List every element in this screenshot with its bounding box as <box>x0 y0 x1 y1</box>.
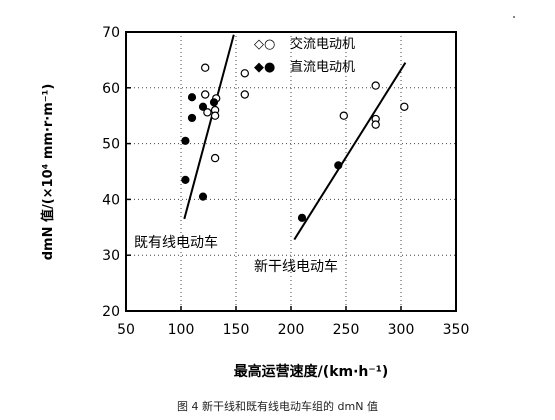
open-circle-point <box>200 90 210 99</box>
trend-label-conventional: 既有线电动车 <box>134 234 218 251</box>
open-circle-point <box>371 81 380 90</box>
filled-circle-point <box>334 161 343 170</box>
x-tick-label: 50 <box>117 322 135 338</box>
y-axis-label: dmN 值/(×10⁴ mm·r·m⁻¹) <box>40 84 56 261</box>
legend-symbols-dc: ◆● <box>254 60 275 75</box>
data-points <box>181 63 409 222</box>
y-tick-label: 40 <box>102 192 120 208</box>
filled-circle-point <box>198 102 208 111</box>
figure-caption: 图 4 新干线和既有线电动车组的 dmN 值 <box>177 400 378 413</box>
open-circle-point <box>240 90 249 99</box>
open-circle-point <box>400 102 409 111</box>
trend-label-shinkansen: 新干线电动车 <box>254 258 338 275</box>
stray-dot <box>513 16 515 18</box>
trend-line <box>293 62 407 241</box>
open-circle-point <box>210 153 220 163</box>
y-tick-label: 60 <box>102 81 120 97</box>
filled-circle-point <box>187 93 197 102</box>
x-tick-label: 200 <box>278 322 305 338</box>
open-circle-point <box>203 108 212 117</box>
x-tick-label: 350 <box>443 322 470 338</box>
y-tick-label: 30 <box>102 248 120 264</box>
filled-circle-point <box>181 136 190 145</box>
open-circle-point <box>240 69 249 78</box>
legend: ◇○ 交流电动机 ◆● 直流电动机 <box>254 36 355 75</box>
gridlines <box>126 32 456 311</box>
open-circle-point <box>200 63 210 72</box>
x-tick-label: 100 <box>168 322 195 338</box>
x-axis-label: 最高运营速度/(km·h⁻¹) <box>234 363 389 380</box>
y-tick-label: 50 <box>102 137 120 153</box>
trend-lines <box>183 34 407 241</box>
filled-circle-point <box>187 113 197 123</box>
open-circle-point <box>210 111 220 120</box>
x-tick-label: 150 <box>223 322 250 338</box>
filled-circle-point <box>209 98 219 107</box>
legend-label-ac: 交流电动机 <box>290 36 355 52</box>
open-circle-point <box>339 111 348 120</box>
y-tick-label: 20 <box>102 304 120 320</box>
legend-label-dc: 直流电动机 <box>290 60 355 75</box>
filled-circle-point <box>198 192 208 201</box>
axis-ticks: 50 100 150 200 250 300 350 20 30 40 50 60 70 <box>102 25 469 338</box>
legend-symbols-ac: ◇○ <box>254 37 275 52</box>
x-tick-label: 300 <box>388 322 415 338</box>
trend-line <box>183 34 235 220</box>
open-circle-point <box>371 120 380 129</box>
x-tick-label: 250 <box>333 322 360 338</box>
y-tick-label: 70 <box>102 25 120 41</box>
filled-circle-point <box>181 175 190 184</box>
filled-circle-point <box>297 213 307 222</box>
